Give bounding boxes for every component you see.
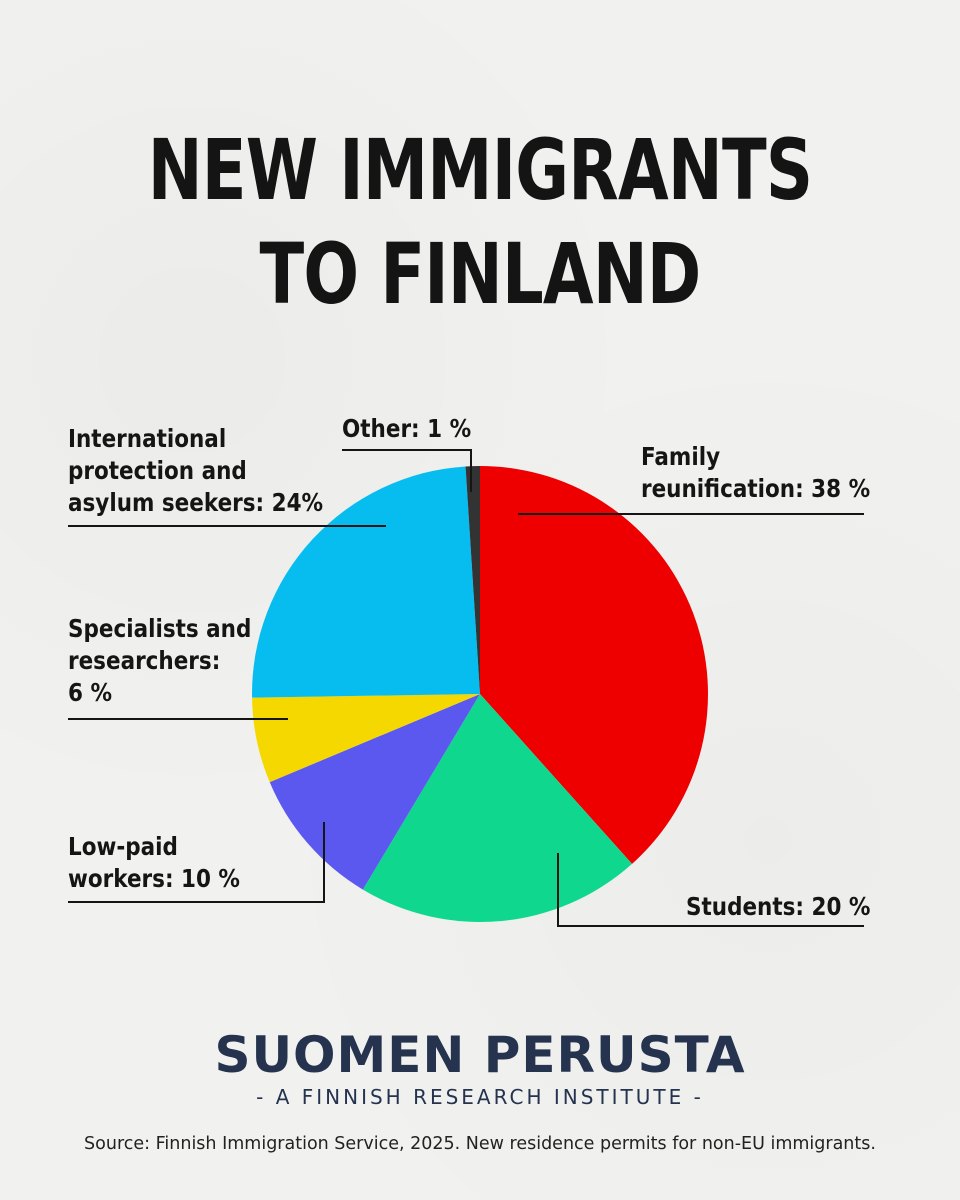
pie-slice-international-protection bbox=[252, 466, 480, 698]
leader-line-students bbox=[557, 853, 864, 927]
chart-title-line-1: NEW IMMIGRANTS bbox=[147, 121, 813, 219]
leader-line-other bbox=[342, 449, 472, 492]
slice-label-family-reunification: Family reunification: 38 % bbox=[641, 442, 871, 503]
chart-title-line-2: TO FINLAND bbox=[259, 225, 701, 323]
slice-label-students: Students: 20 % bbox=[686, 892, 871, 921]
slice-label-other: Other: 1 % bbox=[342, 414, 472, 443]
pie-slice-students bbox=[362, 694, 633, 922]
slice-label-low-paid-workers: Low-paid workers: 10 % bbox=[68, 832, 240, 893]
brand-tagline: - A FINNISH RESEARCH INSTITUTE - bbox=[256, 1085, 704, 1109]
pie-slice-low-paid-workers bbox=[269, 694, 480, 890]
brand-name: SUOMEN PERUSTA bbox=[214, 1026, 746, 1084]
source-note: Source: Finnish Immigration Service, 202… bbox=[84, 1134, 876, 1154]
pie-slice-family-reunification bbox=[480, 466, 708, 864]
pie-slice-specialists-researchers bbox=[252, 694, 480, 783]
leader-line-low-paid-workers bbox=[68, 822, 325, 903]
slice-label-specialists-researchers: Specialists and researchers: 6 % bbox=[68, 614, 252, 707]
pie-slice-other bbox=[465, 466, 480, 694]
chart-title: NEW IMMIGRANTS TO FINLAND bbox=[106, 118, 855, 326]
slice-label-international-protection: International protection and asylum seek… bbox=[68, 424, 324, 517]
